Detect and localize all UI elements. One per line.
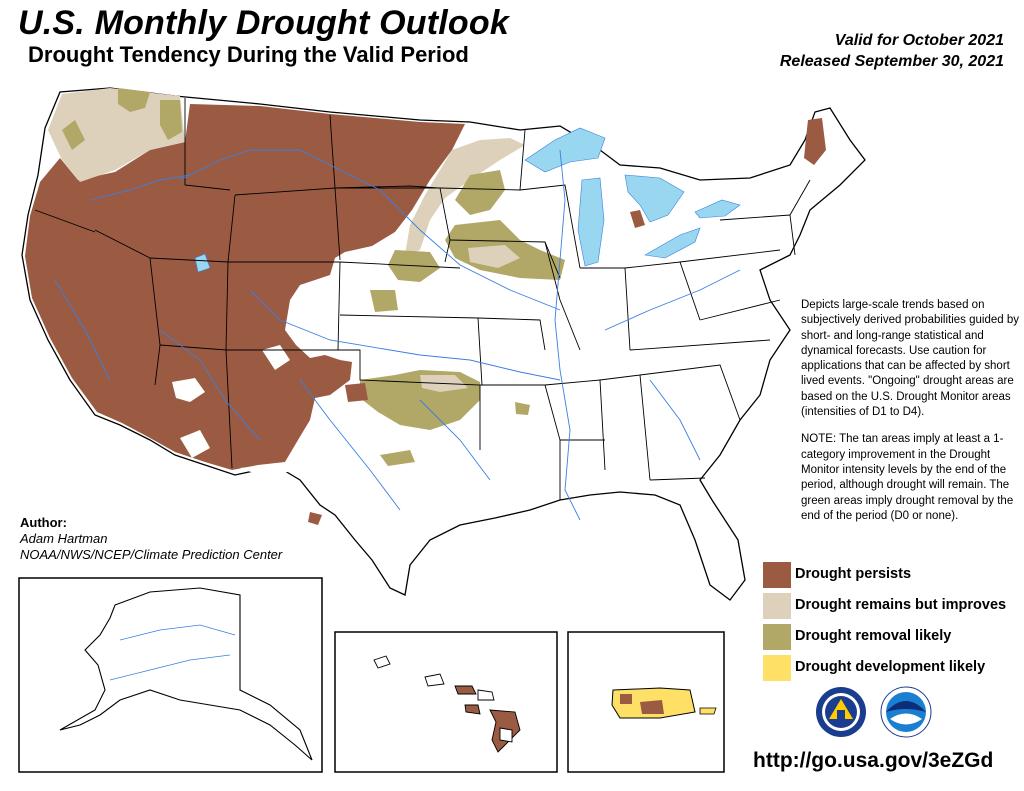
region-no-drought-tx — [240, 462, 300, 476]
valid-for-text: Valid for October 2021 — [834, 32, 1004, 49]
region-removal-ks — [370, 290, 398, 312]
outlook-url-link[interactable]: http://go.usa.gov/3eZGd — [753, 749, 994, 772]
region-improves-ia — [468, 245, 520, 268]
alaska-shape — [59, 587, 313, 761]
released-text: Released September 30, 2021 — [779, 53, 1004, 70]
lake-superior — [524, 127, 606, 173]
lake-huron — [624, 174, 685, 223]
puerto-rico-persists2 — [620, 694, 632, 704]
legend-swatch-removal — [763, 624, 791, 650]
region-no-drought-co — [295, 285, 355, 350]
legend-swatch-improves — [763, 593, 791, 619]
region-removal-mn — [455, 170, 505, 215]
description-para-1: Depicts large-scale trends based on subj… — [801, 299, 1019, 419]
page-title: U.S. Monthly Drought Outlook — [18, 4, 509, 42]
legend-label-persists: Drought persists — [795, 566, 912, 582]
region-no-drought-nm — [262, 345, 290, 370]
region-no-drought-az — [172, 378, 205, 402]
puerto-rico-persists — [640, 700, 664, 714]
legend-item-persists: Drought persists — [763, 562, 1024, 590]
legend-item-development: Drought development likely — [763, 655, 1024, 683]
legend-swatch-persists — [763, 562, 791, 588]
description-para-2: NOTE: The tan areas imply at least a 1-c… — [801, 433, 1014, 522]
lake-ontario — [694, 199, 741, 219]
legend-label-removal: Drought removal likely — [795, 628, 952, 644]
great-salt-lake — [194, 253, 211, 273]
region-removal-tx — [380, 450, 415, 466]
legend-label-improves: Drought remains but improves — [795, 597, 1007, 613]
author-name: Adam Hartman — [20, 531, 108, 546]
legend-label-development: Drought development likely — [795, 659, 986, 675]
region-removal-ms — [515, 402, 530, 415]
legend-item-removal: Drought removal likely — [763, 624, 1024, 652]
region-persists-ok — [345, 383, 368, 402]
lake-michigan — [577, 177, 605, 267]
nws-logo-icon — [816, 687, 866, 737]
author-label: Author: — [20, 515, 67, 530]
hawaii-islands — [373, 655, 521, 753]
region-no-drought-az2 — [180, 430, 210, 458]
page-subtitle: Drought Tendency During the Valid Period — [28, 42, 469, 67]
validity-info: Valid for October 2021 Released Septembe… — [780, 30, 1004, 72]
legend-item-improves: Drought remains but improves — [763, 593, 1024, 621]
lake-erie — [644, 227, 701, 259]
region-removal-wa2 — [118, 88, 150, 112]
alaska-rivers — [109, 624, 236, 681]
region-removal-wa — [62, 120, 85, 150]
author-block: Author: Adam Hartman NOAA/NWS/NCEP/Clima… — [20, 515, 282, 563]
region-persists-tx — [308, 512, 322, 525]
region-drought-persists-west — [25, 104, 465, 470]
region-persists-me — [804, 118, 826, 165]
rivers — [54, 149, 741, 521]
state-borders — [34, 98, 811, 500]
noaa-logo-icon — [880, 686, 932, 738]
description-panel: Depicts large-scale trends based on subj… — [801, 298, 1019, 536]
legend-swatch-development — [763, 655, 791, 681]
puerto-rico-islet — [699, 707, 717, 715]
author-org: NOAA/NWS/NCEP/Climate Prediction Center — [20, 547, 283, 562]
region-improves-plains — [405, 138, 525, 255]
region-persists-mi — [630, 210, 645, 228]
hawaii-inset — [334, 631, 558, 773]
region-removal-id — [160, 100, 182, 140]
region-improves-pnw — [48, 88, 185, 182]
